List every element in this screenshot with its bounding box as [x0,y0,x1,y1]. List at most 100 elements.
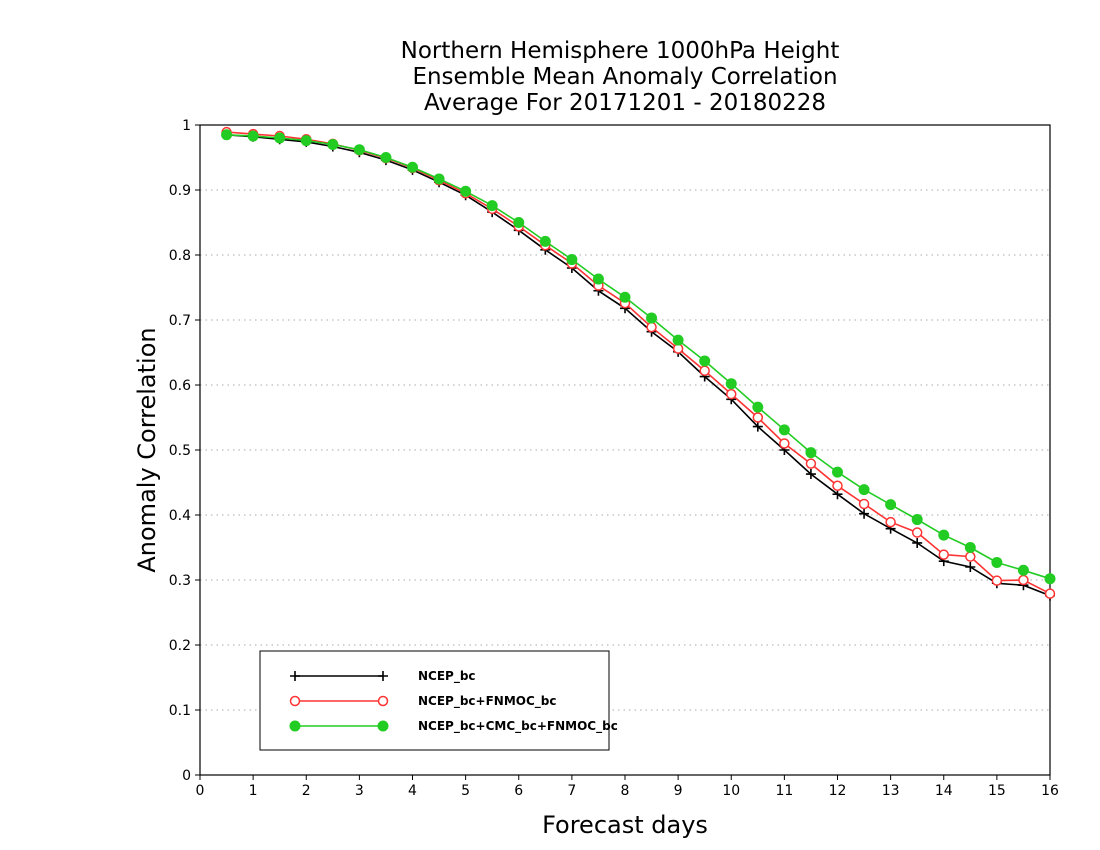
legend-entry-ncep-bc-cmc-bc-fnmoc-bc: NCEP_bc+CMC_bc+FNMOC_bc [289,719,618,734]
x-tick-label: 13 [882,783,900,799]
x-tick-label: 6 [514,783,523,799]
data-point-ncep-bc-cmc-bc-fnmoc-bc [221,129,233,141]
legend-marker [377,720,389,732]
data-point-ncep-bc-fnmoc-bc [646,321,657,333]
data-point-ncep-bc-fnmoc-bc [938,549,949,560]
data-point-ncep-bc-fnmoc-bc [699,365,710,376]
chart-title: Northern Hemisphere 1000hPa Height Ensem… [401,38,840,116]
y-tick-label: 0.8 [169,248,191,264]
data-point-ncep-bc-cmc-bc-fnmoc-bc [885,499,897,511]
data-point-ncep-bc-fnmoc-bc [779,438,790,449]
data-point-ncep-bc-cmc-bc-fnmoc-bc [646,312,658,324]
data-point-ncep-bc-cmc-bc-fnmoc-bc [991,556,1003,568]
legend-marker [289,720,301,732]
data-point-ncep-bc-cmc-bc-fnmoc-bc [1017,564,1029,576]
series-ncep-bc [221,129,1055,601]
legend-label: NCEP_bc [418,669,476,684]
x-tick-label: 15 [988,783,1006,799]
data-point-ncep-bc-cmc-bc-fnmoc-bc [1044,573,1056,585]
data-point-ncep-bc-cmc-bc-fnmoc-bc [619,291,631,303]
legend: NCEP_bc NCEP_bc+FNMOC_bc NCEP_bc+CMC_bc+FN… [259,650,618,751]
legend-marker [289,695,301,707]
data-point-ncep-bc [912,537,923,548]
title-line-1: Northern Hemisphere 1000hPa Height [401,38,840,64]
legend-entry-ncep-bc: NCEP_bc [290,669,476,684]
data-point-ncep-bc-fnmoc-bc [752,412,764,423]
data-point-ncep-bc-cmc-bc-fnmoc-bc [964,542,976,553]
y-tick-label: 0.7 [169,313,191,329]
x-tick-label: 14 [935,783,953,799]
grid [200,189,1050,711]
x-tick-label: 4 [408,783,417,799]
data-point-ncep-bc-fnmoc-bc [805,458,817,469]
data-point-ncep-bc-fnmoc-bc [1018,574,1029,586]
data-point-ncep-bc-fnmoc-bc [885,516,896,528]
data-point-ncep-bc-cmc-bc-fnmoc-bc [433,173,445,185]
data-point-ncep-bc-cmc-bc-fnmoc-bc [778,424,790,436]
data-point-ncep-bc-fnmoc-bc [832,480,843,491]
series-ncep-bc-cmc-bc-fnmoc-bc [221,129,1056,585]
data-point-ncep-bc-cmc-bc-fnmoc-bc [327,139,339,150]
x-tick-label: 10 [722,783,740,799]
x-tick-label: 7 [567,783,576,799]
y-axis: 0 0.1 0.2 0.3 0.4 0.5 0.6 0.7 0.8 0.9 1 [169,118,200,784]
data-point-ncep-bc [965,562,976,572]
x-tick-label: 11 [775,783,793,799]
data-point-ncep-bc-cmc-bc-fnmoc-bc [911,514,923,526]
x-tick-label: 12 [829,783,847,799]
data-point-ncep-bc-cmc-bc-fnmoc-bc [725,378,737,390]
data-point-ncep-bc-cmc-bc-fnmoc-bc [247,130,259,142]
x-tick-label: 0 [196,783,205,799]
legend-marker [377,695,389,707]
x-tick-label: 3 [355,783,364,799]
legend-label: NCEP_bc+FNMOC_bc [418,694,557,709]
data-point-ncep-bc-cmc-bc-fnmoc-bc [858,484,870,496]
data-point-ncep-bc [859,508,870,519]
data-point-ncep-bc-cmc-bc-fnmoc-bc [407,161,418,173]
x-axis-title: Forecast days [542,811,708,839]
x-tick-label: 16 [1041,783,1059,799]
data-point-ncep-bc-fnmoc-bc [991,575,1003,586]
y-tick-label: 0.3 [169,573,191,589]
data-point-ncep-bc [805,469,816,480]
y-tick-label: 0.1 [169,703,191,719]
y-axis-title: Anomaly Correlation [133,327,161,572]
series-line-ncep-bc [226,134,1051,597]
legend-marker [290,671,300,681]
y-tick-label: 0.9 [169,183,191,199]
data-point-ncep-bc-cmc-bc-fnmoc-bc [938,529,950,541]
data-point-ncep-bc-cmc-bc-fnmoc-bc [300,135,312,147]
data-point-ncep-bc-cmc-bc-fnmoc-bc [486,200,498,212]
data-point-ncep-bc-cmc-bc-fnmoc-bc [539,235,551,247]
data-point-ncep-bc-cmc-bc-fnmoc-bc [805,447,817,459]
series-line-ncep-bc-cmc-bc-fnmoc-bc [226,134,1051,580]
data-point-ncep-bc-cmc-bc-fnmoc-bc [353,144,365,156]
data-point-ncep-bc-fnmoc-bc [1044,588,1056,599]
data-point-ncep-bc-cmc-bc-fnmoc-bc [699,355,711,367]
data-point-ncep-bc-fnmoc-bc [858,498,870,510]
y-tick-label: 0 [182,768,191,784]
x-tick-label: 1 [249,783,258,799]
data-point-ncep-bc-cmc-bc-fnmoc-bc [752,401,764,413]
y-tick-label: 0.4 [169,508,191,524]
data-point-ncep-bc-cmc-bc-fnmoc-bc [513,217,525,228]
data-point-ncep-bc-cmc-bc-fnmoc-bc [380,152,392,163]
data-point-ncep-bc-fnmoc-bc [965,551,976,562]
x-tick-label: 5 [461,783,470,799]
data-point-ncep-bc-fnmoc-bc [726,388,737,400]
data-point-ncep-bc-cmc-bc-fnmoc-bc [566,254,578,266]
y-tick-label: 0.2 [169,638,191,654]
title-line-2: Ensemble Mean Anomaly Correlation [412,64,837,90]
title-line-3: Average For 20171201 - 20180228 [424,90,826,116]
legend-entries: NCEP_bc NCEP_bc+FNMOC_bc NCEP_bc+CMC_bc+FN… [289,669,618,734]
x-axis: 0 1 2 3 4 5 6 7 8 9 10 11 12 13 14 15 16 [196,775,1059,799]
data-point-ncep-bc-cmc-bc-fnmoc-bc [274,132,286,144]
y-tick-label: 1 [182,118,191,134]
y-tick-label: 0.6 [169,378,191,394]
data-point-ncep-bc-cmc-bc-fnmoc-bc [592,273,604,285]
legend-marker [378,671,388,681]
data-point-ncep-bc-cmc-bc-fnmoc-bc [832,466,843,478]
data-point-ncep-bc-cmc-bc-fnmoc-bc [460,185,472,197]
x-tick-label: 8 [621,783,630,799]
